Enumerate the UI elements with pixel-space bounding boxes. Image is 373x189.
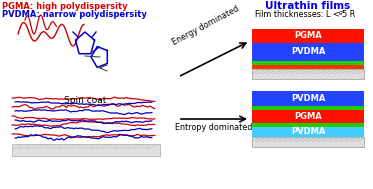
Bar xyxy=(252,29,364,43)
Text: PVDMA: PVDMA xyxy=(291,128,325,136)
Text: PGMA: high polydispersity: PGMA: high polydispersity xyxy=(2,2,128,11)
Text: PVDMA: PVDMA xyxy=(291,47,325,57)
Text: Film thicknesses: L < 5 R: Film thicknesses: L < 5 R xyxy=(255,10,355,19)
Text: g: g xyxy=(339,10,343,15)
Text: PVDMA: narrow polydispersity: PVDMA: narrow polydispersity xyxy=(2,10,147,19)
Bar xyxy=(252,110,364,123)
Bar xyxy=(252,137,364,147)
Bar xyxy=(252,65,364,69)
Text: PGMA: PGMA xyxy=(294,112,322,121)
Bar xyxy=(252,123,364,127)
Bar xyxy=(252,69,364,79)
Bar xyxy=(12,144,160,156)
Bar xyxy=(252,127,364,137)
Bar xyxy=(252,91,364,106)
Bar xyxy=(252,106,364,110)
Text: PVDMA: PVDMA xyxy=(291,94,325,103)
Text: Spin coat: Spin coat xyxy=(64,96,106,105)
Text: Entropy dominated: Entropy dominated xyxy=(175,123,253,132)
Text: PGMA: PGMA xyxy=(294,32,322,40)
Bar xyxy=(252,43,364,61)
Text: Energy dominated: Energy dominated xyxy=(171,4,241,47)
Text: Ultrathin films: Ultrathin films xyxy=(265,1,351,11)
Bar xyxy=(252,61,364,65)
